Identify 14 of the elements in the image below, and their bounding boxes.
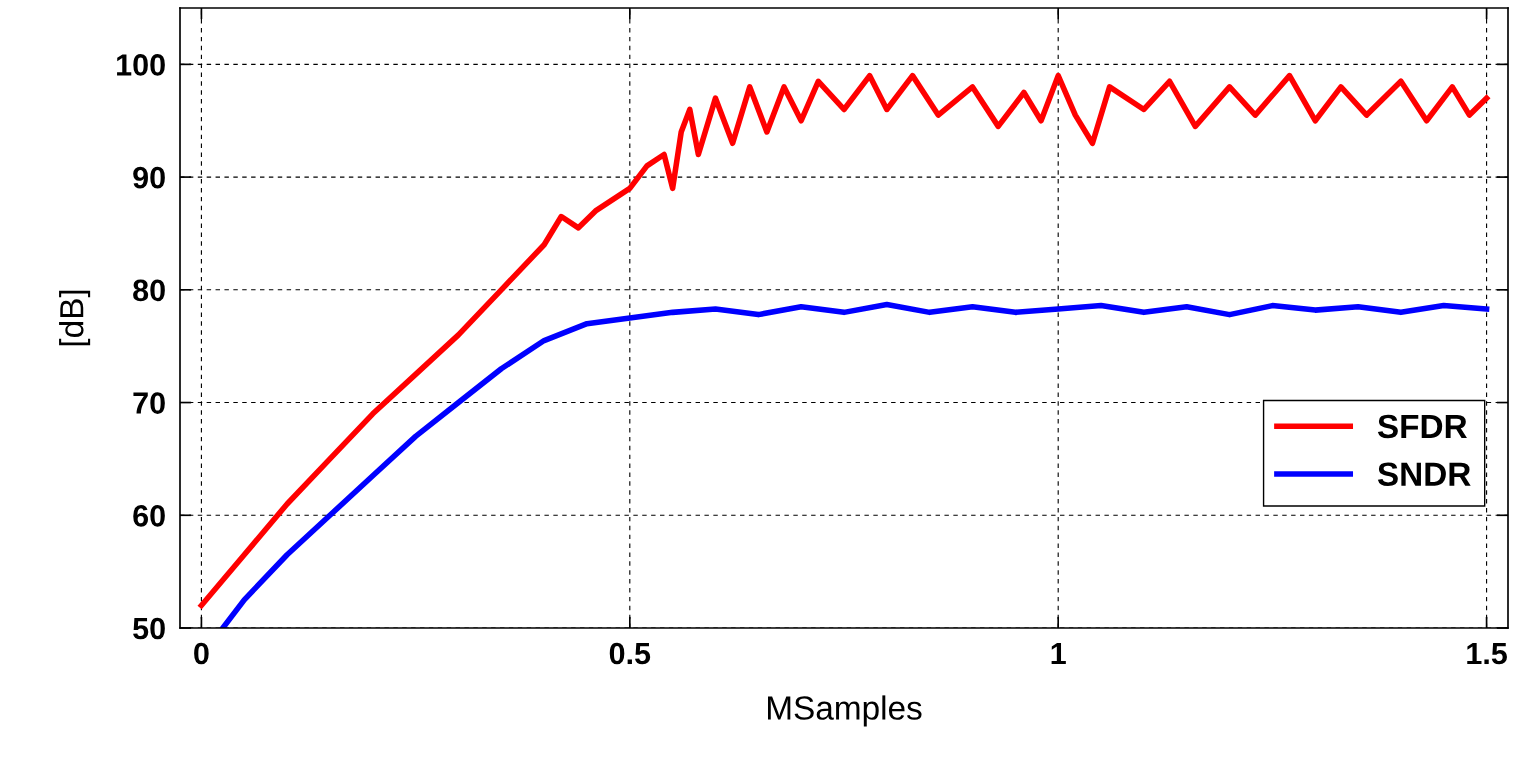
x-tick-label: 1 (1051, 643, 1066, 665)
y-tick-label: 80 (133, 279, 165, 302)
y-tick-label: 90 (133, 166, 165, 189)
y-tick-label: 100 (117, 54, 165, 76)
legend-label: SNDR (1377, 462, 1471, 487)
y-tick-label: 70 (133, 392, 165, 414)
x-tick-label: 1.5 (1467, 643, 1507, 665)
y-tick-label: 60 (133, 505, 165, 527)
x-axis-title: MSamples (768, 695, 922, 727)
y-axis-title: [dB] (59, 290, 91, 346)
x-tick-label: 0.5 (609, 642, 651, 665)
y-tick-label: 50 (133, 617, 165, 640)
x-tick-label: 0 (194, 642, 209, 665)
legend-label: SFDR (1377, 414, 1467, 439)
